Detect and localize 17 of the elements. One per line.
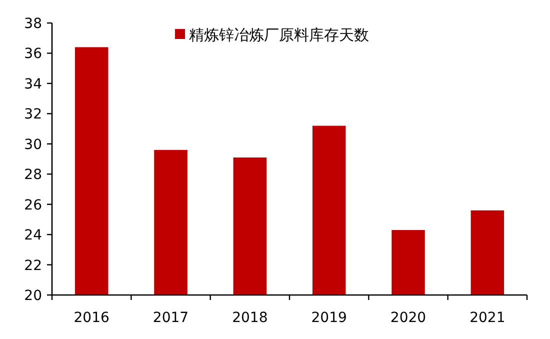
y-tick-label: 32 (24, 106, 42, 123)
x-tick-label: 2019 (311, 310, 347, 326)
legend: 精炼锌冶炼厂原料库存天数 (175, 26, 369, 44)
x-tick-label: 2018 (232, 310, 268, 326)
y-tick-label: 28 (24, 167, 42, 184)
x-tick-label: 2016 (74, 310, 110, 326)
x-tick-label: 2021 (470, 310, 506, 326)
y-tick-label: 34 (24, 76, 42, 92)
y-tick-label: 22 (24, 258, 42, 274)
y-tick-label: 20 (24, 288, 42, 304)
x-tick-label: 2017 (152, 310, 189, 326)
y-tick-label: 36 (24, 46, 42, 62)
y-tick-label: 26 (24, 197, 42, 214)
y-tick-label: 38 (24, 16, 42, 32)
x-tick-label: 2020 (390, 310, 426, 326)
y-tick-label: 30 (24, 136, 42, 153)
y-tick-label: 24 (24, 228, 42, 244)
